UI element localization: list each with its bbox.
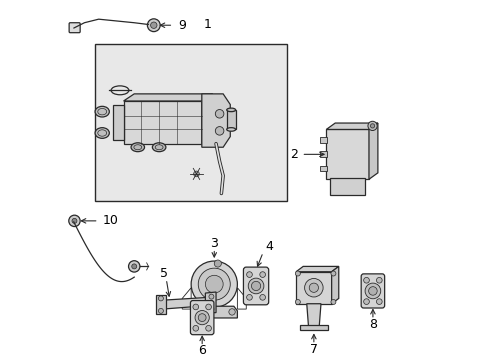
Text: 1: 1 xyxy=(203,18,211,31)
Circle shape xyxy=(251,281,260,291)
Polygon shape xyxy=(205,292,216,312)
FancyBboxPatch shape xyxy=(243,267,268,305)
Text: 3: 3 xyxy=(210,237,218,250)
Circle shape xyxy=(195,311,209,325)
Polygon shape xyxy=(295,266,338,272)
Circle shape xyxy=(198,268,230,300)
Circle shape xyxy=(363,278,368,283)
Circle shape xyxy=(376,299,382,305)
Circle shape xyxy=(367,121,376,131)
Bar xyxy=(329,178,365,195)
Polygon shape xyxy=(325,130,368,179)
Ellipse shape xyxy=(95,128,109,138)
Circle shape xyxy=(69,215,80,226)
Circle shape xyxy=(208,307,213,311)
Circle shape xyxy=(248,278,264,294)
Polygon shape xyxy=(368,123,377,179)
Circle shape xyxy=(158,296,163,301)
Circle shape xyxy=(131,264,137,269)
Polygon shape xyxy=(202,94,212,144)
Circle shape xyxy=(128,261,140,272)
Circle shape xyxy=(330,271,335,276)
Circle shape xyxy=(365,283,380,299)
Circle shape xyxy=(193,171,199,177)
Circle shape xyxy=(72,219,77,223)
Polygon shape xyxy=(202,94,230,147)
Polygon shape xyxy=(123,94,212,101)
Circle shape xyxy=(259,272,265,278)
Text: 4: 4 xyxy=(264,240,272,253)
Circle shape xyxy=(304,279,323,297)
Circle shape xyxy=(150,22,157,28)
Circle shape xyxy=(295,300,300,305)
Circle shape xyxy=(330,300,335,305)
Circle shape xyxy=(198,314,205,321)
Text: 10: 10 xyxy=(102,214,118,228)
FancyBboxPatch shape xyxy=(69,23,80,33)
Bar xyxy=(319,137,326,143)
Polygon shape xyxy=(306,304,320,327)
FancyBboxPatch shape xyxy=(361,274,384,308)
Circle shape xyxy=(370,124,374,128)
Circle shape xyxy=(193,304,198,310)
Circle shape xyxy=(147,19,160,32)
Text: 2: 2 xyxy=(289,148,297,161)
Circle shape xyxy=(215,127,224,135)
Circle shape xyxy=(205,304,211,310)
Polygon shape xyxy=(325,123,377,130)
Ellipse shape xyxy=(95,106,109,117)
Circle shape xyxy=(193,325,198,331)
Circle shape xyxy=(228,309,235,315)
Text: 8: 8 xyxy=(368,318,376,330)
Circle shape xyxy=(215,109,224,118)
Text: 7: 7 xyxy=(309,343,317,356)
Polygon shape xyxy=(331,266,338,304)
Circle shape xyxy=(208,294,213,299)
Bar xyxy=(299,325,327,330)
Circle shape xyxy=(363,299,368,305)
Polygon shape xyxy=(123,101,202,144)
Circle shape xyxy=(376,278,382,283)
Polygon shape xyxy=(163,297,208,309)
Bar xyxy=(319,152,326,157)
Bar xyxy=(95,44,286,201)
Polygon shape xyxy=(113,104,123,140)
Circle shape xyxy=(205,325,211,331)
Polygon shape xyxy=(295,272,331,304)
Circle shape xyxy=(193,309,199,315)
Text: 5: 5 xyxy=(160,267,168,280)
Text: 9: 9 xyxy=(178,19,186,32)
Circle shape xyxy=(295,271,300,276)
Circle shape xyxy=(368,287,376,295)
Ellipse shape xyxy=(226,108,235,112)
Circle shape xyxy=(205,275,223,293)
Circle shape xyxy=(259,294,265,300)
Circle shape xyxy=(158,309,163,313)
Bar xyxy=(226,110,235,130)
Ellipse shape xyxy=(226,128,235,131)
Polygon shape xyxy=(155,295,166,314)
Circle shape xyxy=(246,272,252,278)
FancyBboxPatch shape xyxy=(190,301,213,335)
Text: 6: 6 xyxy=(198,344,205,357)
Bar xyxy=(319,166,326,171)
Ellipse shape xyxy=(131,143,144,152)
Circle shape xyxy=(191,261,237,307)
Circle shape xyxy=(246,294,252,300)
Ellipse shape xyxy=(152,143,165,152)
Circle shape xyxy=(308,283,318,292)
Circle shape xyxy=(214,260,221,267)
Polygon shape xyxy=(191,306,237,318)
